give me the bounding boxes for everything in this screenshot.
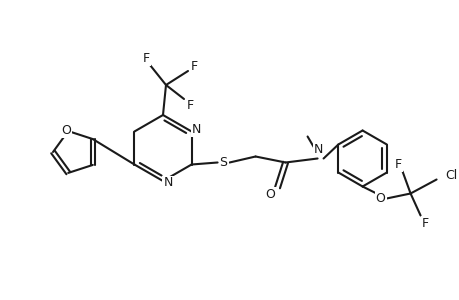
- Text: N: N: [313, 143, 323, 156]
- Text: F: F: [190, 59, 197, 73]
- Text: N: N: [191, 123, 201, 136]
- Text: F: F: [394, 158, 401, 171]
- Text: O: O: [61, 124, 71, 136]
- Text: Cl: Cl: [445, 169, 457, 182]
- Text: S: S: [219, 156, 227, 169]
- Text: F: F: [142, 52, 149, 64]
- Text: O: O: [265, 188, 275, 201]
- Text: O: O: [375, 192, 385, 205]
- Text: N: N: [163, 176, 172, 190]
- Text: F: F: [186, 98, 193, 112]
- Text: F: F: [421, 217, 428, 230]
